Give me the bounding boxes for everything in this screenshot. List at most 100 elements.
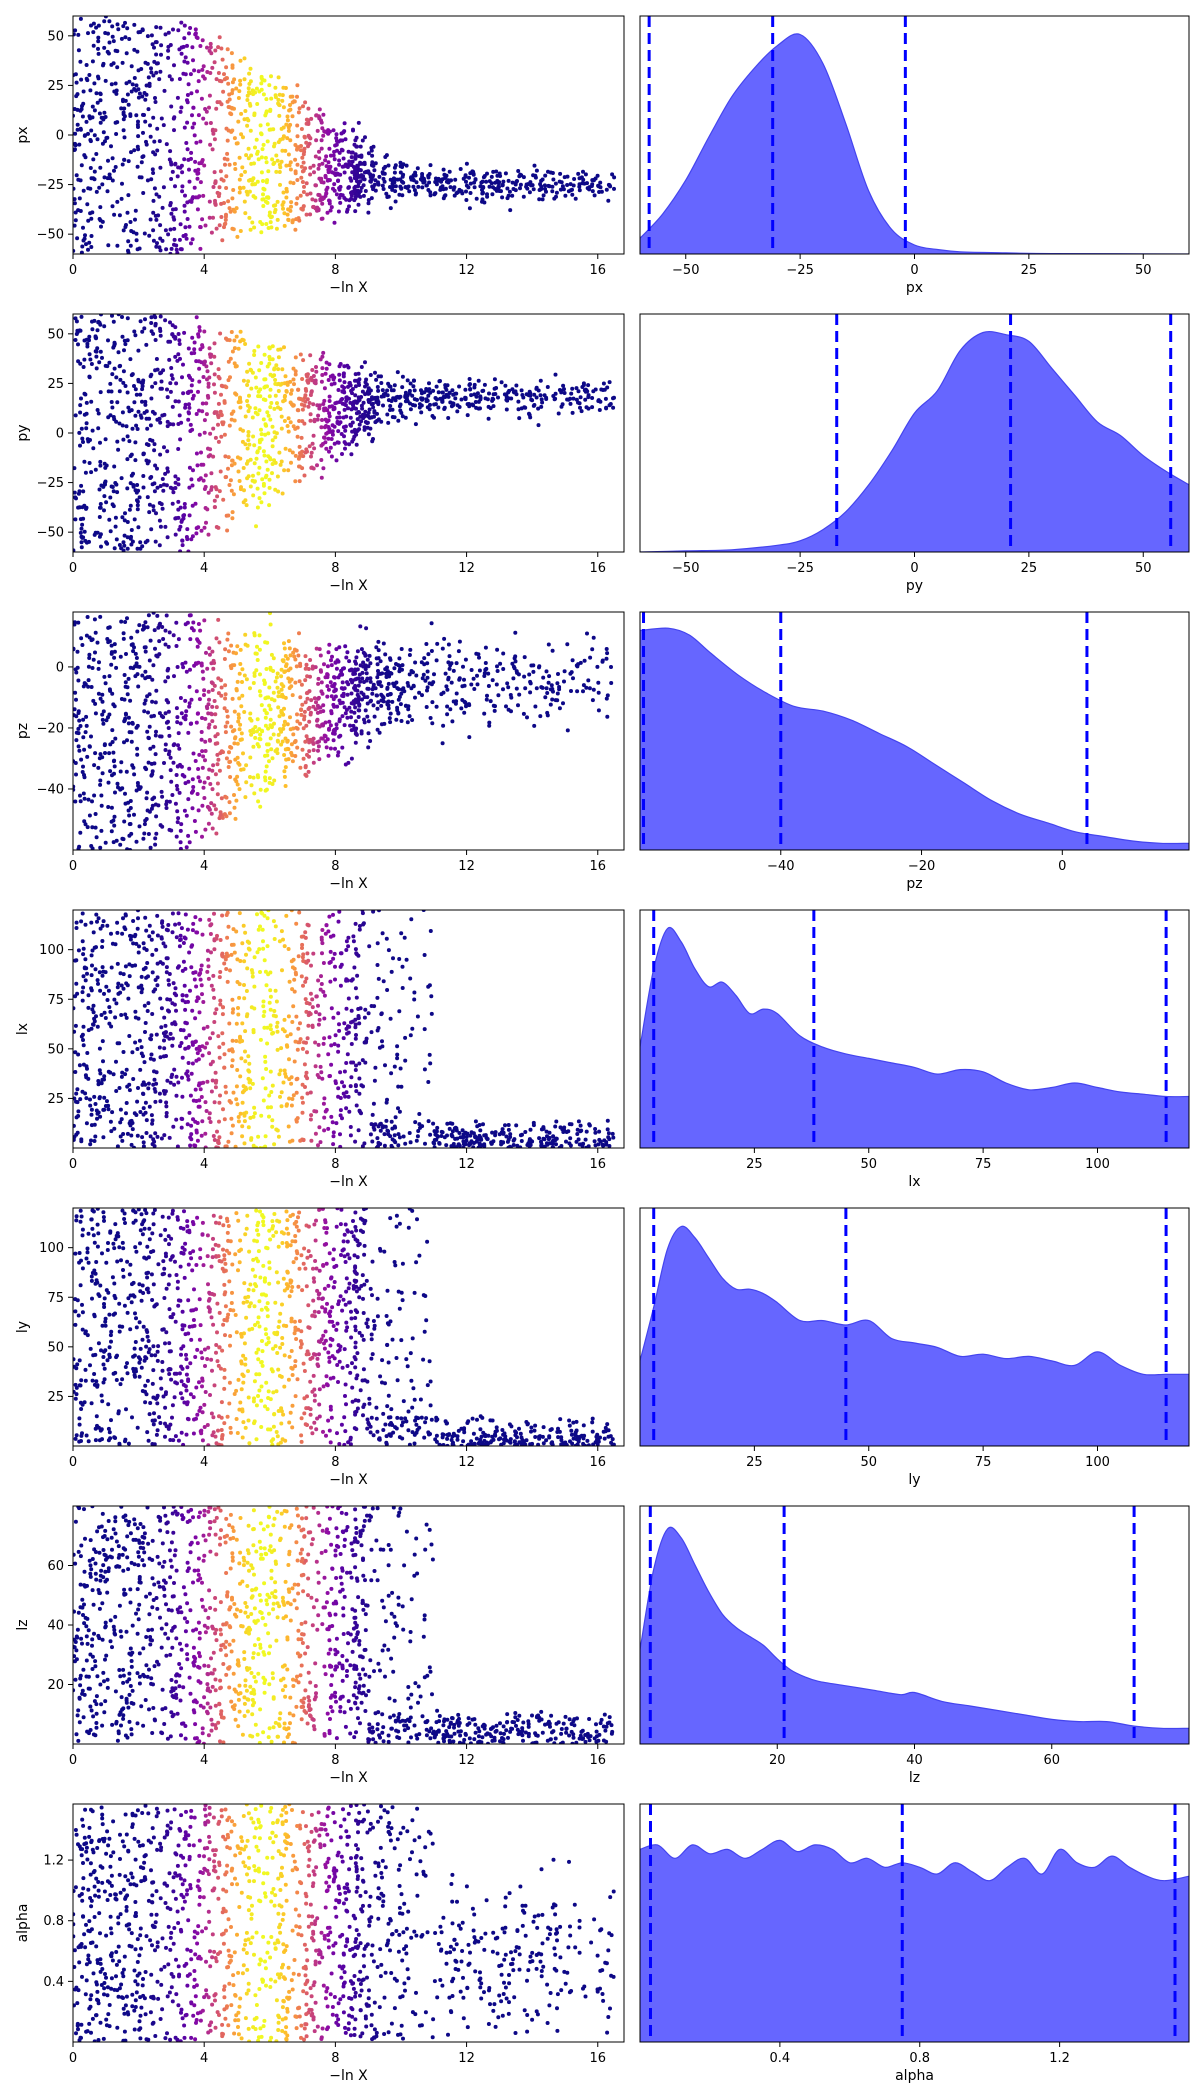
- trace-py-ytick-label: 50: [47, 327, 64, 342]
- trace-point: [388, 711, 393, 716]
- trace-point: [234, 651, 238, 656]
- trace-point: [193, 1016, 198, 1021]
- trace-point: [337, 162, 342, 167]
- trace-point: [590, 396, 595, 400]
- trace-point: [153, 321, 158, 326]
- trace-point: [153, 752, 158, 757]
- trace-point: [310, 441, 315, 446]
- trace-point: [151, 210, 156, 215]
- trace-point: [153, 40, 158, 45]
- trace-point: [295, 719, 300, 724]
- trace-point: [132, 645, 136, 650]
- trace-point: [326, 178, 331, 182]
- trace-point: [347, 442, 352, 447]
- trace-point: [400, 667, 404, 672]
- trace-point: [97, 660, 101, 665]
- trace-point: [273, 460, 278, 465]
- trace-point: [169, 177, 174, 181]
- trace-point: [98, 349, 103, 354]
- trace-point: [172, 674, 176, 679]
- trace-point: [254, 668, 259, 673]
- trace-point: [276, 389, 281, 393]
- trace-point: [571, 183, 576, 188]
- trace-point: [252, 791, 257, 796]
- trace-point: [291, 732, 296, 737]
- trace-point: [342, 723, 347, 728]
- trace-point: [217, 185, 222, 190]
- trace-point: [204, 520, 208, 525]
- trace-point: [195, 644, 200, 649]
- trace-point: [347, 159, 352, 164]
- trace-point: [424, 642, 429, 646]
- trace-point: [403, 415, 408, 420]
- trace-point: [296, 110, 301, 115]
- trace-point: [281, 694, 286, 699]
- trace-point: [252, 479, 257, 484]
- trace-point: [283, 374, 288, 379]
- trace-point: [387, 716, 392, 721]
- trace-point: [207, 652, 212, 657]
- trace-point: [171, 27, 175, 32]
- trace-point: [235, 679, 240, 684]
- trace-point: [234, 798, 239, 803]
- trace-point: [170, 1036, 175, 1041]
- trace-point: [571, 676, 575, 681]
- trace-point: [179, 247, 184, 252]
- trace-point: [197, 328, 202, 333]
- trace-point: [556, 672, 560, 676]
- trace-point: [256, 775, 261, 780]
- trace-point: [322, 435, 327, 440]
- trace-point: [559, 390, 564, 395]
- trace-point: [79, 526, 84, 531]
- trace-point: [279, 159, 284, 164]
- trace-point: [120, 1138, 125, 1143]
- trace-point: [78, 59, 83, 64]
- trace-py-ylabel: py: [15, 424, 31, 441]
- trace-point: [252, 349, 257, 353]
- trace-point: [286, 207, 291, 212]
- trace-point: [148, 1134, 153, 1139]
- trace-point: [277, 170, 282, 174]
- trace-point: [148, 374, 153, 379]
- trace-point: [259, 76, 264, 81]
- trace-point: [113, 736, 118, 741]
- trace-point: [73, 197, 77, 202]
- trace-point: [87, 744, 92, 749]
- trace-point: [229, 51, 234, 56]
- trace-point: [78, 793, 82, 798]
- trace-point: [196, 171, 201, 176]
- trace-point: [154, 814, 159, 819]
- trace-point: [349, 667, 354, 672]
- trace-point: [577, 184, 582, 189]
- trace-point: [224, 385, 229, 390]
- trace-point: [147, 416, 152, 421]
- trace-point: [196, 775, 201, 780]
- trace-point: [205, 393, 210, 398]
- trace-point: [134, 725, 139, 730]
- trace-point: [172, 63, 176, 68]
- trace-point: [392, 165, 397, 170]
- trace-point: [196, 622, 201, 626]
- trace-point: [158, 524, 163, 529]
- trace-point: [327, 394, 332, 399]
- trace-point: [178, 846, 183, 850]
- trace-point: [194, 359, 199, 364]
- trace-point: [308, 172, 313, 177]
- trace-point: [177, 237, 182, 242]
- trace-point: [395, 686, 400, 691]
- trace-point: [286, 757, 291, 762]
- trace-point: [302, 717, 307, 722]
- trace-point: [427, 180, 432, 185]
- trace-point: [152, 186, 157, 191]
- trace-point: [320, 691, 325, 696]
- trace-point: [120, 410, 125, 415]
- trace-point: [233, 777, 238, 782]
- trace-point: [243, 342, 248, 346]
- trace-point: [332, 182, 337, 187]
- trace-point: [308, 658, 313, 662]
- trace-point: [265, 410, 270, 415]
- posterior-px-xtick-label: −25: [786, 263, 813, 278]
- trace-point: [284, 189, 289, 194]
- trace-point: [86, 797, 91, 802]
- trace-point: [245, 98, 250, 102]
